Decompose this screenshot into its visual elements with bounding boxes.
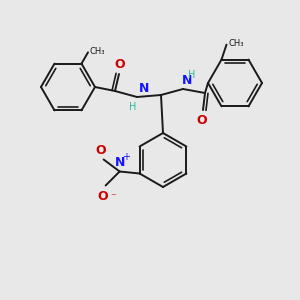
Text: O: O — [115, 58, 125, 71]
Text: H: H — [188, 70, 196, 80]
Text: N: N — [114, 155, 125, 169]
Text: O: O — [197, 114, 207, 127]
Text: +: + — [122, 152, 130, 161]
Text: CH₃: CH₃ — [229, 39, 244, 48]
Text: O: O — [95, 143, 106, 157]
Text: ⁻: ⁻ — [111, 193, 116, 202]
Text: N: N — [182, 74, 192, 87]
Text: N: N — [139, 82, 149, 95]
Text: CH₃: CH₃ — [90, 47, 106, 56]
Text: H: H — [129, 102, 137, 112]
Text: O: O — [97, 190, 108, 202]
